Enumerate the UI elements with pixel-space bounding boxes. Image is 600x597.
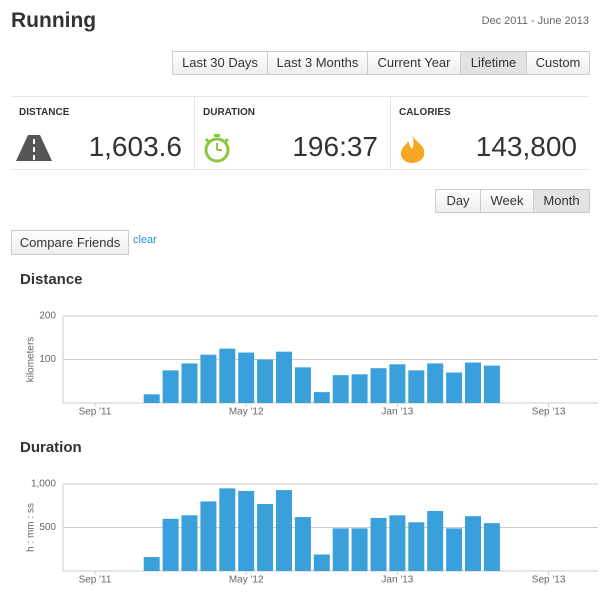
x-tick-label: Sep '13 [532, 407, 566, 418]
x-tick-label: May '12 [229, 407, 264, 418]
bar [370, 368, 387, 403]
stat-value: 1,603.6 [88, 131, 182, 162]
bar [181, 363, 198, 403]
bar [408, 370, 425, 403]
y-tick-label: 200 [39, 311, 56, 322]
bar [427, 363, 444, 403]
compare-friends-button[interactable]: Compare Friends [11, 230, 129, 255]
bar [483, 365, 500, 403]
chart-title: Duration [20, 439, 82, 456]
bar [332, 375, 349, 403]
x-tick-label: Sep '11 [79, 575, 112, 586]
bar [313, 554, 330, 571]
y-tick-label: 100 [39, 354, 56, 365]
bar [162, 370, 179, 403]
bar [181, 515, 198, 571]
stat-value: 196:37 [292, 131, 378, 162]
stat-card: DISTANCE 1,603.6 [11, 96, 195, 170]
bar [351, 374, 368, 403]
bar [370, 517, 387, 571]
x-tick-label: Jan '13 [381, 407, 413, 418]
bar [408, 522, 425, 571]
bar [389, 364, 406, 403]
bar [257, 359, 274, 403]
bar [143, 394, 160, 403]
bar [294, 517, 311, 571]
stat-label: DURATION [203, 107, 256, 118]
bar [238, 352, 255, 403]
bar [389, 515, 406, 571]
y-tick-label: 1,000 [31, 479, 56, 490]
page-title: Running [11, 9, 97, 32]
bar [465, 362, 481, 403]
toggle-button[interactable]: Current Year [367, 51, 461, 75]
clear-link[interactable]: clear [133, 234, 157, 246]
bar [257, 504, 274, 571]
chart: 100 200 kilometers Sep '11 May '12 Jan '13 Sep… [26, 311, 598, 418]
stat-card: DURATION 196:37 [195, 96, 391, 170]
toggle-button[interactable]: Day [435, 189, 481, 213]
stopwatch-icon [204, 134, 230, 163]
date-range: Dec 2011 - June 2013 [481, 15, 589, 27]
chart-title: Distance [20, 271, 83, 288]
x-tick-label: Sep '11 [79, 407, 112, 418]
stat-card: CALORIES 143,800 [391, 96, 589, 170]
stat-value: 143,800 [475, 131, 577, 162]
bar [276, 351, 292, 403]
bar [332, 528, 349, 571]
y-axis-label: kilometers [26, 337, 37, 383]
road-icon [16, 135, 52, 161]
bar [219, 488, 236, 571]
bar [143, 557, 160, 571]
bar [465, 516, 481, 571]
y-axis-label: h : mm : ss [26, 503, 37, 552]
bar [200, 354, 217, 403]
bar [162, 518, 179, 571]
y-tick-label: 500 [39, 522, 56, 533]
stat-label: DISTANCE [19, 107, 70, 118]
toggle-button[interactable]: Last 30 Days [172, 51, 268, 75]
toggle-button[interactable]: Last 3 Months [267, 51, 368, 75]
x-tick-label: Sep '13 [532, 575, 566, 586]
bar [446, 372, 463, 403]
chart: 500 1,000 h : mm : ss Sep '11 May '12 Jan '13… [26, 479, 598, 586]
bar [446, 528, 463, 571]
bar [238, 490, 255, 571]
flame-icon [400, 135, 425, 163]
x-tick-label: Jan '13 [381, 575, 413, 586]
bar [313, 392, 330, 403]
stat-label: CALORIES [399, 107, 451, 118]
toggle-button[interactable]: Custom [526, 51, 590, 75]
toggle-button[interactable]: Lifetime [460, 51, 527, 75]
bar [200, 501, 217, 571]
bar [294, 367, 311, 403]
bar [219, 348, 236, 403]
toggle-button[interactable]: Week [480, 189, 534, 213]
bar [276, 490, 292, 571]
bar [483, 523, 500, 571]
bar [427, 510, 444, 571]
x-tick-label: May '12 [229, 575, 264, 586]
toggle-button[interactable]: Month [533, 189, 590, 213]
bar [351, 528, 368, 571]
